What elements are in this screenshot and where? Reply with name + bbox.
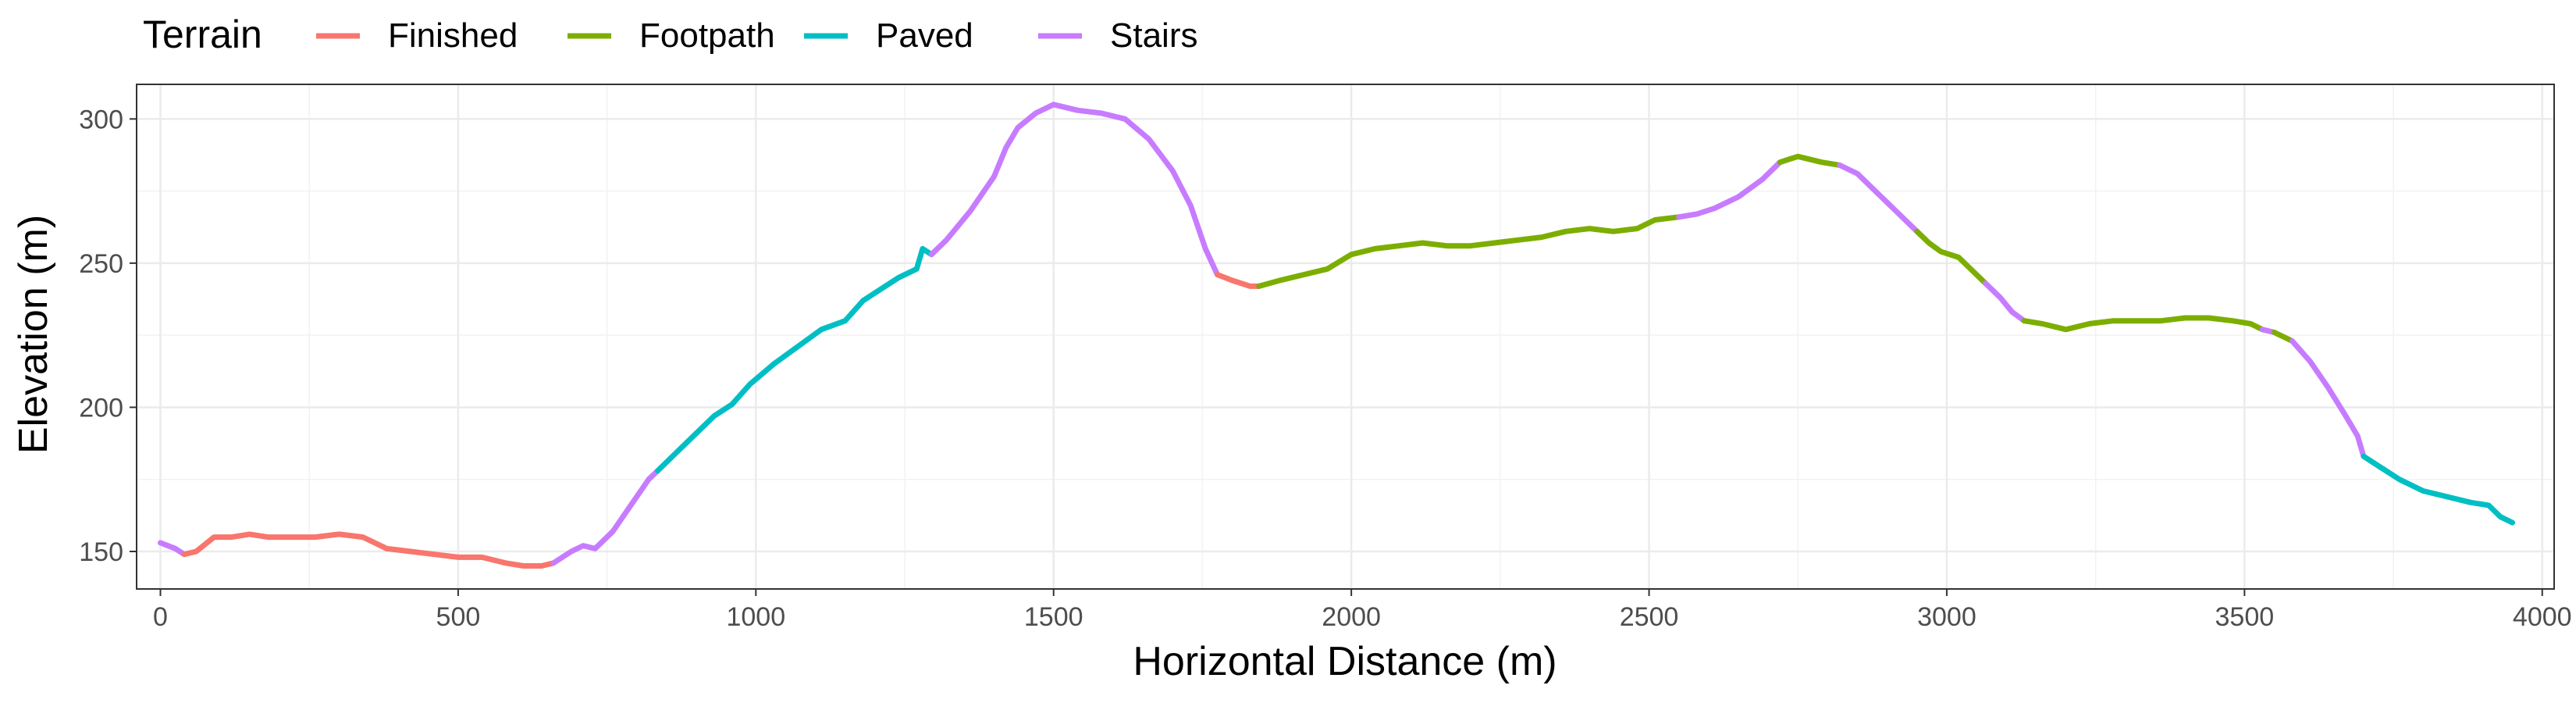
series-segment-stairs	[1676, 159, 1783, 220]
series-segment-paved	[2361, 453, 2516, 526]
legend: Terrain Finished Footpath Paved Stairs	[143, 12, 1197, 56]
series-segment-finished	[181, 531, 557, 569]
series-segment-footpath	[2021, 315, 2265, 333]
legend-title: Terrain	[143, 12, 262, 56]
y-axis-ticks: 150 200 250 300	[79, 105, 137, 567]
x-tick-label: 1000	[726, 602, 785, 632]
x-tick-label: 3000	[1917, 602, 1976, 632]
series-segment-stairs	[550, 468, 660, 566]
x-tick-label: 0	[153, 602, 168, 632]
series-segment-finished	[1215, 272, 1262, 289]
series-segment-stairs	[928, 102, 1220, 278]
y-tick-label: 250	[79, 249, 123, 279]
y-axis-label: Elevation (m)	[11, 215, 56, 454]
x-tick-label: 500	[436, 602, 481, 632]
x-tick-label: 4000	[2513, 602, 2572, 632]
legend-label-stairs: Stairs	[1110, 16, 1197, 55]
y-tick-label: 300	[79, 105, 123, 134]
series-segment-footpath	[1256, 214, 1682, 289]
series-segment-stairs	[1983, 280, 2027, 324]
series-segment-footpath	[1777, 153, 1843, 168]
x-axis-label: Horizontal Distance (m)	[1133, 639, 1557, 684]
series-segment-footpath	[2272, 330, 2295, 344]
series-segment-footpath	[1914, 228, 1988, 287]
y-tick-label: 200	[79, 393, 123, 423]
legend-entries: Finished Footpath Paved Stairs	[316, 16, 1197, 55]
series-segment-paved	[655, 245, 934, 474]
x-tick-label: 2500	[1620, 602, 1679, 632]
legend-label-paved: Paved	[876, 16, 973, 55]
x-tick-label: 1500	[1024, 602, 1083, 632]
y-tick-label: 150	[79, 537, 123, 567]
legend-label-finished: Finished	[388, 16, 518, 55]
x-axis-ticks: 0 500 1000 1500 2000 2500 3000 3500 4000	[153, 589, 2572, 632]
x-tick-label: 2000	[1322, 602, 1381, 632]
series-segment-stairs	[1837, 162, 1920, 234]
series-segment-stairs	[2289, 338, 2367, 459]
elevation-series	[158, 102, 2516, 569]
panel-border	[136, 84, 2555, 590]
grid-major-lines	[137, 84, 2554, 589]
x-tick-label: 3500	[2215, 602, 2275, 632]
grid-minor-lines	[137, 84, 2554, 589]
legend-label-footpath: Footpath	[639, 16, 775, 55]
series-segment-stairs	[158, 540, 187, 558]
